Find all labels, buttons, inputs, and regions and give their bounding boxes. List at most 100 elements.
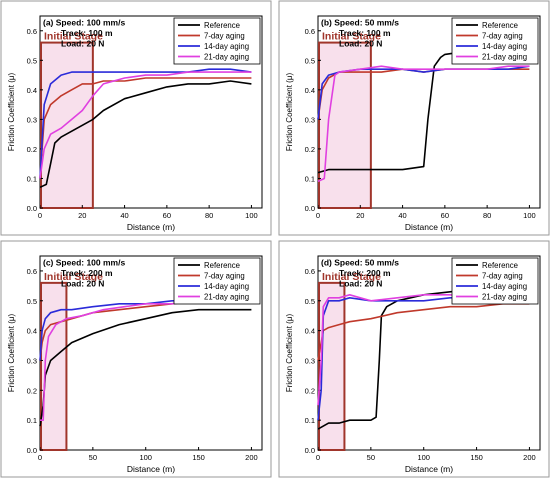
- x-tick-label: 50: [367, 453, 375, 462]
- panel-c: Initial Stage 0.0 0.1 0.2 0.3 0.4 0.5 0.6 0 50 100…: [0, 240, 272, 478]
- y-tick-label: 0.5: [27, 56, 37, 65]
- legend-entry-21-day: 21-day aging: [204, 53, 249, 62]
- legend-entry-7-day: 7-day aging: [482, 32, 523, 41]
- initial-stage-label: Initial Stage: [44, 271, 103, 283]
- x-tick-label: 100: [139, 453, 152, 462]
- y-tick-label: 0.0: [305, 204, 315, 213]
- x-tick-label: 60: [441, 211, 449, 220]
- y-tick-label: 0.3: [27, 356, 37, 365]
- x-tick-label: 20: [356, 211, 364, 220]
- x-axis-label: Distance (m): [405, 222, 453, 232]
- x-tick-label: 100: [523, 211, 536, 220]
- panel-title-line: Load: 20 N: [61, 278, 104, 288]
- y-axis-label: Friction Coefficient (μ): [285, 314, 294, 393]
- initial-stage-label: Initial Stage: [322, 271, 381, 283]
- y-tick-label: 0.4: [27, 327, 37, 336]
- y-tick-label: 0.1: [27, 416, 37, 425]
- panel-title-line: Load: 20 N: [339, 38, 382, 48]
- panel-title-line: (b) Speed: 50 mm/s: [321, 17, 399, 27]
- y-axis-label: Friction Coefficient (μ): [7, 73, 16, 152]
- legend-entry-7-day: 7-day aging: [482, 272, 523, 281]
- y-tick-label: 0.4: [305, 86, 315, 95]
- panel-d: Initial Stage 0.0 0.1 0.2 0.3 0.4 0.5 0.6 0 50 100…: [278, 240, 550, 478]
- initial-stage-box: [40, 281, 68, 451]
- y-tick-label: 0.1: [305, 416, 315, 425]
- legend-entry-7-day: 7-day aging: [204, 32, 245, 41]
- panel-title-line: Track: 100 m: [339, 28, 391, 38]
- x-tick-label: 150: [192, 453, 205, 462]
- series-line-14-day: [39, 68, 252, 179]
- y-tick-label: 0.1: [27, 174, 37, 183]
- legend-entry-14-day: 14-day aging: [204, 282, 249, 291]
- y-tick-label: 0.6: [27, 27, 37, 36]
- x-tick-label: 40: [120, 211, 128, 220]
- x-axis-label: Distance (m): [405, 464, 453, 474]
- x-tick-label: 0: [38, 453, 42, 462]
- y-tick-label: 0.3: [305, 115, 315, 124]
- y-tick-label: 0.0: [305, 446, 315, 455]
- initial-stage-label: Initial Stage: [322, 31, 381, 43]
- y-tick-label: 0.6: [305, 27, 315, 36]
- y-tick-label: 0.5: [305, 56, 315, 65]
- x-axis-label: Distance (m): [127, 222, 175, 232]
- y-axis-label: Friction Coefficient (μ): [285, 73, 294, 152]
- legend-entry-21-day: 21-day aging: [482, 293, 527, 302]
- legend-entry-14-day: 14-day aging: [482, 282, 527, 291]
- x-tick-label: 60: [163, 211, 171, 220]
- y-tick-label: 0.3: [27, 115, 37, 124]
- panel-title-line: (a) Speed: 100 mm/s: [43, 17, 125, 27]
- legend-entry-reference: Reference: [482, 261, 518, 270]
- panel-title-line: Load: 20 N: [61, 38, 104, 48]
- x-tick-label: 80: [483, 211, 491, 220]
- panel-a: Initial Stage 0.0 0.1 0.2 0.3 0.4 0.5 0.6 0 20 40 6…: [0, 0, 272, 236]
- legend-entry-reference: Reference: [204, 261, 240, 270]
- initial-stage-box: [318, 41, 372, 210]
- legend-entry-21-day: 21-day aging: [204, 293, 249, 302]
- y-tick-label: 0.6: [27, 267, 37, 276]
- x-tick-label: 150: [470, 453, 483, 462]
- panel-title-line: (c) Speed: 100 mm/s: [43, 257, 125, 267]
- x-axis-label: Distance (m): [127, 464, 175, 474]
- x-tick-label: 40: [398, 211, 406, 220]
- y-tick-label: 0.4: [305, 327, 315, 336]
- y-tick-label: 0.5: [27, 297, 37, 306]
- x-tick-label: 100: [417, 453, 430, 462]
- x-tick-label: 50: [89, 453, 97, 462]
- panel-title-line: Track: 100 m: [61, 28, 113, 38]
- y-tick-label: 0.3: [305, 356, 315, 365]
- series-line-21-day: [317, 65, 530, 183]
- panel-title-line: Load: 20 N: [339, 278, 382, 288]
- initial-stage-box: [40, 41, 94, 210]
- series-line-21-day: [39, 71, 252, 179]
- y-axis-label: Friction Coefficient (μ): [7, 314, 16, 393]
- series-line-reference: [39, 80, 252, 189]
- panel-title-line: Track: 200 m: [339, 268, 391, 278]
- legend-entry-21-day: 21-day aging: [482, 53, 527, 62]
- y-tick-label: 0.2: [305, 145, 315, 154]
- y-tick-label: 0.5: [305, 297, 315, 306]
- panel-title-line: (d) Speed: 50 mm/s: [321, 257, 399, 267]
- legend-entry-14-day: 14-day aging: [204, 42, 249, 51]
- legend-entry-reference: Reference: [204, 21, 240, 30]
- series-line-7-day: [39, 77, 252, 179]
- legend-entry-14-day: 14-day aging: [482, 42, 527, 51]
- y-tick-label: 0.2: [305, 386, 315, 395]
- x-tick-label: 80: [205, 211, 213, 220]
- panel-title-line: Track: 200 m: [61, 268, 113, 278]
- x-tick-label: 0: [38, 211, 42, 220]
- legend-entry-reference: Reference: [482, 21, 518, 30]
- panel-b: Initial Stage 0.0 0.1 0.2 0.3 0.4 0.5 0.6 0 20 40 6…: [278, 0, 550, 236]
- initial-stage-label: Initial Stage: [44, 31, 103, 43]
- legend-entry-7-day: 7-day aging: [204, 272, 245, 281]
- x-tick-label: 200: [523, 453, 536, 462]
- y-tick-label: 0.2: [27, 386, 37, 395]
- x-tick-label: 0: [316, 453, 320, 462]
- y-tick-label: 0.0: [27, 446, 37, 455]
- y-tick-label: 0.2: [27, 145, 37, 154]
- x-tick-label: 0: [316, 211, 320, 220]
- x-tick-label: 200: [245, 453, 258, 462]
